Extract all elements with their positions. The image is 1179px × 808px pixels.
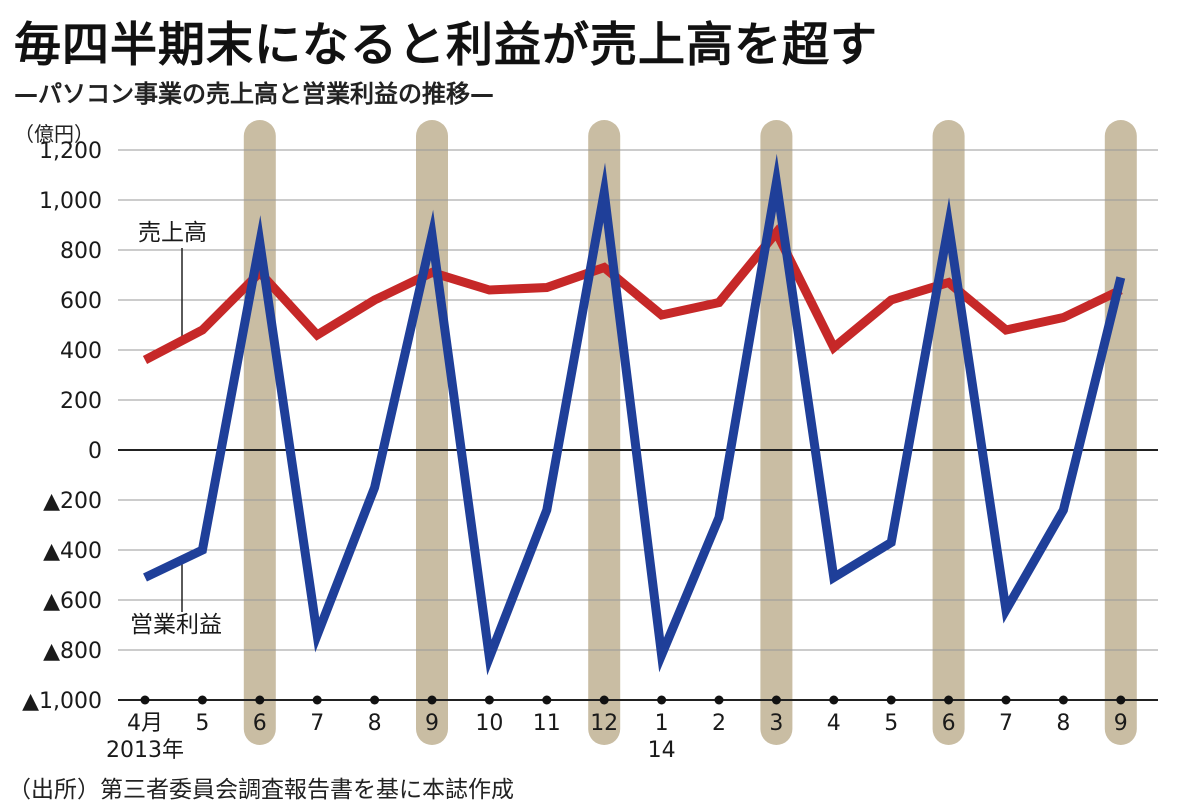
quarter-band bbox=[243, 120, 276, 745]
x-tick-label: 6 bbox=[942, 711, 956, 736]
y-tick-label: 400 bbox=[60, 339, 102, 364]
x-tick-label: 9 bbox=[425, 711, 439, 736]
x-tick-dot bbox=[886, 695, 896, 705]
sales-series-label: 売上高 bbox=[138, 220, 207, 246]
y-tick-label: ▲200 bbox=[43, 489, 102, 514]
x-tick-dot bbox=[140, 695, 150, 705]
x-tick-dot bbox=[657, 695, 667, 705]
y-tick-label: 200 bbox=[60, 389, 102, 414]
x-tick-dot bbox=[255, 695, 265, 705]
x-tick-dot bbox=[1058, 695, 1068, 705]
x-tick-label: 8 bbox=[368, 711, 382, 736]
x-tick-label: 6 bbox=[253, 711, 267, 736]
x-tick-label: 7 bbox=[310, 711, 324, 736]
quarter-band bbox=[760, 120, 793, 745]
x-tick-dot bbox=[484, 695, 494, 705]
x-tick-label: 5 bbox=[195, 711, 209, 736]
y-tick-label: 1,200 bbox=[39, 139, 102, 164]
series-lines bbox=[142, 153, 1126, 676]
operating-profit-line bbox=[143, 153, 1126, 676]
y-axis-unit: （億円） bbox=[14, 122, 94, 146]
y-tick-label: ▲400 bbox=[43, 539, 102, 564]
x-tick-dot bbox=[1116, 695, 1126, 705]
x-tick-dot bbox=[312, 695, 322, 705]
x-tick-dot bbox=[370, 695, 380, 705]
chart-title: 毎四半期末になると利益が売上高を超す bbox=[14, 18, 878, 73]
quarter-band bbox=[416, 120, 448, 745]
chart-subtitle: —パソコン事業の売上高と営業利益の推移— bbox=[14, 80, 494, 108]
x-tick-label: 7 bbox=[999, 711, 1013, 736]
x-tick-dot bbox=[714, 695, 724, 705]
x-tick-dot bbox=[829, 695, 839, 705]
x-tick-dot bbox=[599, 695, 609, 705]
x-tick-label: 12 bbox=[590, 711, 618, 736]
quarter-band bbox=[1104, 120, 1137, 745]
sales-line bbox=[142, 224, 1123, 364]
y-tick-label: 1,000 bbox=[39, 189, 102, 214]
y-tick-label: ▲800 bbox=[43, 639, 102, 664]
x-tick-label: 2 bbox=[712, 711, 726, 736]
y-axis-ticks: 1,200 1,000 800 600 400 200 0 ▲200 ▲400 ▲600 ▲800 ▲… bbox=[22, 139, 102, 714]
x-tick-label: 4 bbox=[827, 711, 841, 736]
x-tick-dot bbox=[542, 695, 552, 705]
x-year-label: 2013年 bbox=[106, 738, 184, 763]
x-tick-label: 5 bbox=[884, 711, 898, 736]
x-tick-dot bbox=[427, 695, 437, 705]
x-tick-label: 10 bbox=[475, 711, 503, 736]
y-tick-label: 800 bbox=[60, 239, 102, 264]
x-tick-label: 11 bbox=[533, 711, 561, 736]
y-tick-label: 0 bbox=[88, 439, 102, 464]
x-tick-label: 4月 bbox=[127, 711, 163, 736]
y-tick-label: 600 bbox=[60, 289, 102, 314]
x-tick-label: 9 bbox=[1114, 711, 1128, 736]
x-tick-dot bbox=[197, 695, 207, 705]
y-tick-label: ▲600 bbox=[43, 589, 102, 614]
source-note: （出所）第三者委員会調査報告書を基に本誌作成 bbox=[8, 777, 514, 803]
x-tick-dot bbox=[944, 695, 954, 705]
y-tick-label: ▲1,000 bbox=[22, 689, 102, 714]
x-tick-dot bbox=[771, 695, 781, 705]
x-year-label: 14 bbox=[648, 738, 676, 763]
profit-series-label: 営業利益 bbox=[130, 612, 222, 638]
x-tick-dot bbox=[1001, 695, 1011, 705]
x-tick-label: 1 bbox=[655, 711, 669, 736]
x-tick-label: 3 bbox=[769, 711, 783, 736]
x-tick-label: 8 bbox=[1056, 711, 1070, 736]
quarter-highlight-bands bbox=[243, 120, 1137, 745]
